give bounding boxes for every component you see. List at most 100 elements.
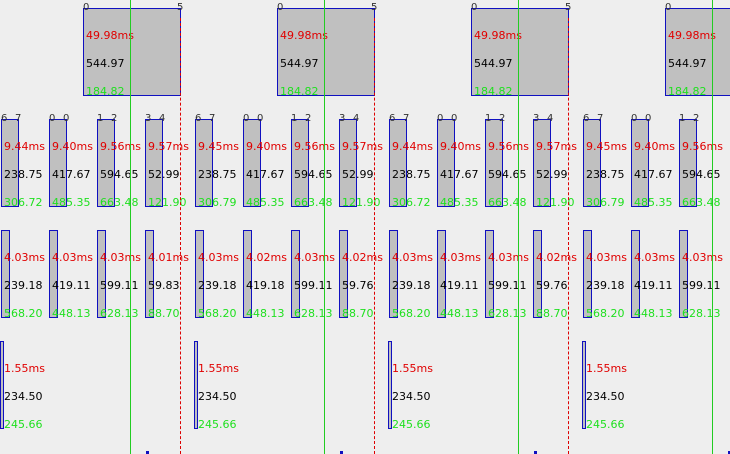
block-start-index: 0 (665, 2, 672, 13)
frame-block-small[interactable] (533, 230, 542, 318)
block-index-a: 6 (195, 113, 202, 124)
block-duration: 9.45ms (586, 140, 627, 153)
frame-block-medium[interactable] (679, 119, 697, 207)
block-green-value: 306.72 (392, 196, 431, 209)
block-end-index: 5 (565, 2, 572, 13)
block-value: 239.18 (198, 279, 237, 292)
frame-block-small[interactable] (437, 230, 446, 318)
block-green-value: 88.70 (148, 307, 180, 320)
block-duration: 9.56ms (488, 140, 529, 153)
block-duration: 4.03ms (488, 251, 529, 264)
frame-stub (146, 451, 149, 454)
block-index-b: 0 (645, 113, 652, 124)
block-green-value: 663.48 (100, 196, 139, 209)
frame-block-medium[interactable] (195, 119, 213, 207)
frame-block-medium[interactable] (145, 119, 163, 207)
frame-block-large[interactable] (83, 8, 181, 96)
block-value: 544.97 (86, 57, 125, 70)
frame-block-tiny[interactable] (0, 341, 4, 429)
block-duration: 4.03ms (4, 251, 45, 264)
block-green-value: 485.35 (52, 196, 91, 209)
frame-block-medium[interactable] (243, 119, 261, 207)
block-value: 234.50 (586, 390, 625, 403)
frame-block-small[interactable] (291, 230, 300, 318)
frame-block-small[interactable] (195, 230, 204, 318)
frame-block-small[interactable] (679, 230, 688, 318)
block-green-value: 121.90 (342, 196, 381, 209)
frame-block-small[interactable] (631, 230, 640, 318)
block-duration: 9.40ms (246, 140, 287, 153)
frame-block-medium[interactable] (49, 119, 67, 207)
block-duration: 9.44ms (4, 140, 45, 153)
frame-block-medium[interactable] (485, 119, 503, 207)
frame-block-medium[interactable] (339, 119, 357, 207)
block-value: 234.50 (198, 390, 237, 403)
block-index-b: 7 (403, 113, 410, 124)
block-green-value: 568.20 (392, 307, 431, 320)
block-value: 419.18 (246, 279, 285, 292)
frame-block-large[interactable] (277, 8, 375, 96)
frame-block-small[interactable] (339, 230, 348, 318)
block-value: 52.99 (342, 168, 374, 181)
frame-block-small[interactable] (485, 230, 494, 318)
block-green-value: 568.20 (198, 307, 237, 320)
frame-block-medium[interactable] (1, 119, 19, 207)
block-green-value: 88.70 (342, 307, 374, 320)
block-duration: 1.55ms (392, 362, 433, 375)
block-value: 419.11 (440, 279, 479, 292)
frame-block-small[interactable] (389, 230, 398, 318)
frame-block-small[interactable] (1, 230, 10, 318)
block-duration: 1.55ms (586, 362, 627, 375)
block-green-value: 568.20 (4, 307, 43, 320)
block-value: 419.11 (634, 279, 673, 292)
frame-block-small[interactable] (49, 230, 58, 318)
block-duration: 9.56ms (294, 140, 335, 153)
frame-block-medium[interactable] (389, 119, 407, 207)
frame-block-medium[interactable] (583, 119, 601, 207)
block-value: 52.99 (148, 168, 180, 181)
frame-block-tiny[interactable] (388, 341, 392, 429)
block-green-value: 663.48 (294, 196, 333, 209)
block-value: 417.67 (440, 168, 479, 181)
block-start-index: 0 (471, 2, 478, 13)
block-value: 544.97 (280, 57, 319, 70)
frame-block-small[interactable] (145, 230, 154, 318)
frame-block-small[interactable] (583, 230, 592, 318)
block-index-a: 3 (145, 113, 152, 124)
block-index-b: 2 (305, 113, 312, 124)
block-value: 417.67 (246, 168, 285, 181)
frame-block-small[interactable] (97, 230, 106, 318)
block-green-value: 628.13 (682, 307, 721, 320)
frame-block-medium[interactable] (97, 119, 115, 207)
block-duration: 4.03ms (52, 251, 93, 264)
frame-block-medium[interactable] (533, 119, 551, 207)
block-index-b: 4 (353, 113, 360, 124)
block-duration: 4.02ms (246, 251, 287, 264)
block-value: 594.65 (100, 168, 139, 181)
frame-block-medium[interactable] (631, 119, 649, 207)
block-duration: 9.40ms (52, 140, 93, 153)
block-duration: 4.01ms (148, 251, 189, 264)
frame-block-small[interactable] (243, 230, 252, 318)
block-duration: 9.40ms (634, 140, 675, 153)
block-duration: 4.03ms (198, 251, 239, 264)
frame-block-large[interactable] (665, 8, 730, 96)
block-green-value: 306.79 (198, 196, 237, 209)
block-green-value: 184.82 (474, 85, 513, 98)
frame-block-tiny[interactable] (582, 341, 586, 429)
frame-block-tiny[interactable] (194, 341, 198, 429)
block-value: 594.65 (682, 168, 721, 181)
frame-block-medium[interactable] (437, 119, 455, 207)
block-duration: 9.45ms (198, 140, 239, 153)
block-duration: 1.55ms (4, 362, 45, 375)
block-index-a: 0 (631, 113, 638, 124)
block-index-a: 1 (679, 113, 686, 124)
frame-block-medium[interactable] (291, 119, 309, 207)
block-green-value: 306.79 (586, 196, 625, 209)
block-value: 238.75 (392, 168, 431, 181)
block-index-a: 6 (389, 113, 396, 124)
frame-block-large[interactable] (471, 8, 569, 96)
block-value: 419.11 (52, 279, 91, 292)
block-index-b: 4 (159, 113, 166, 124)
